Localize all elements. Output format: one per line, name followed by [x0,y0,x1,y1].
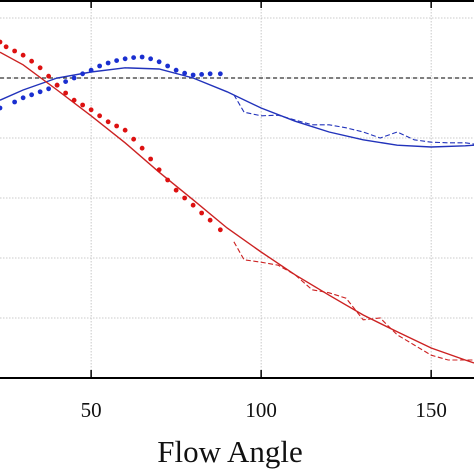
data-dot [156,59,162,65]
data-dot [199,210,205,216]
data-line [0,67,474,148]
data-dot [182,195,188,201]
data-dot [173,67,179,73]
data-dot [190,72,196,78]
data-dot [37,65,43,71]
data-dot [139,54,145,60]
data-dot [29,58,35,64]
data-dot [139,145,145,151]
data-dot [165,63,171,69]
data-dot [217,227,223,233]
data-dot [217,71,223,77]
data-dot [12,99,18,105]
data-dot [190,202,196,208]
data-dot [20,52,26,58]
data-dot [97,63,103,69]
data-dot [122,127,128,133]
data-dot [54,82,60,88]
grid [0,0,474,378]
data-dot [131,55,137,60]
data-dot [173,187,179,193]
data-dot [114,123,120,129]
data-dot [80,71,86,77]
x-tick-label: 100 [245,398,277,422]
data-dot [207,71,213,77]
data-dot [156,167,162,173]
data-dot [3,44,9,50]
data-dot [80,102,86,108]
data-dot [97,113,103,119]
data-dot [88,107,94,113]
x-axis-label: Flow Angle [157,434,303,469]
data-dot [29,92,35,98]
data-dot [122,56,128,62]
x-tick-label: 150 [415,398,447,422]
data-dot [12,48,18,54]
data-dot [148,56,154,62]
data-dot [105,60,111,66]
data-line [233,241,474,361]
data-dot [37,89,43,95]
data-line [0,51,474,364]
data-dot [105,119,111,125]
plot-area [0,39,474,364]
data-dot [88,67,94,73]
data-dot [0,105,3,111]
data-dot [165,177,171,183]
axes [0,0,474,379]
data-dot [148,156,154,162]
data-dot [71,97,77,103]
data-dot [199,72,205,77]
data-dot [114,58,120,63]
data-line [233,94,474,145]
data-dot [46,86,52,92]
x-tick-label: 50 [81,398,102,422]
data-dot [71,75,77,81]
data-dot [207,217,213,223]
data-dot [182,70,188,76]
data-dot [46,73,52,79]
data-dot [63,90,69,96]
data-dot [63,79,69,84]
data-dot [0,39,3,45]
data-dot [131,136,137,142]
data-dot [20,95,26,101]
